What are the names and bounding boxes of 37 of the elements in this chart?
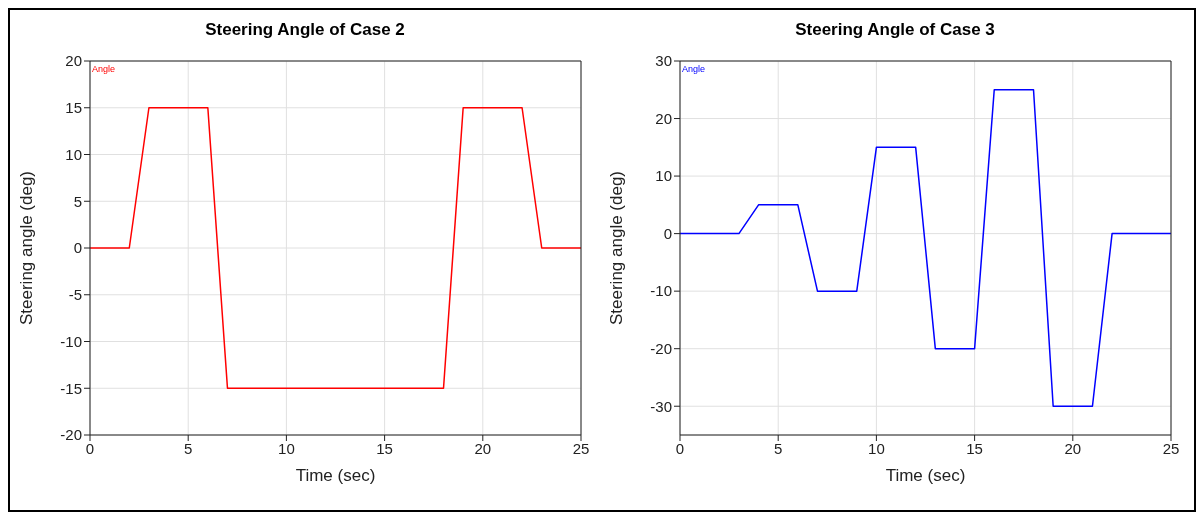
- y-tick-label: 0: [73, 239, 82, 257]
- chart-title: Steering Angle of Case 3: [794, 19, 996, 41]
- line-series: [680, 89, 1171, 407]
- y-tick-label: 10: [65, 145, 82, 163]
- x-tick-label: 15: [966, 439, 983, 457]
- y-tick-label: 10: [655, 167, 672, 185]
- x-tick-label: 25: [1162, 439, 1180, 457]
- x-tick-label: 5: [184, 439, 193, 457]
- x-tick-label: 0: [675, 439, 685, 457]
- y-tick-label: 5: [73, 192, 82, 210]
- chart-title: Steering Angle of Case 2: [204, 19, 406, 41]
- y-tick-label: -15: [60, 379, 82, 397]
- y-tick-label: -30: [650, 397, 672, 415]
- x-axis-title: Time (sec): [885, 466, 966, 485]
- y-tick-label: -20: [60, 426, 82, 444]
- y-tick-label: 20: [655, 109, 672, 127]
- text: Angle: [682, 64, 707, 74]
- x-axis-title: Time (sec): [295, 466, 376, 485]
- y-tick-label: 15: [65, 99, 82, 117]
- y-tick-label: -10: [60, 332, 82, 350]
- x-tick-label: 15: [376, 439, 393, 457]
- y-axis-title: Steering angle (deg): [17, 170, 37, 326]
- y-tick-label: -10: [650, 282, 672, 300]
- y-tick-label: -20: [650, 340, 672, 358]
- y-tick-label: 30: [655, 52, 672, 70]
- y-axis-title: Steering angle (deg): [607, 170, 627, 326]
- x-tick-label: 5: [774, 439, 783, 457]
- x-tick-label: 25: [572, 439, 590, 457]
- text: Angle: [92, 64, 117, 74]
- y-tick-label: -5: [68, 286, 82, 304]
- x-tick-label: 10: [868, 439, 885, 457]
- x-tick-label: 0: [85, 439, 95, 457]
- y-tick-label: 20: [65, 52, 82, 70]
- y-tick-label: 0: [663, 224, 672, 242]
- x-tick-label: 20: [474, 439, 492, 457]
- x-tick-label: 20: [1064, 439, 1082, 457]
- x-tick-label: 10: [278, 439, 295, 457]
